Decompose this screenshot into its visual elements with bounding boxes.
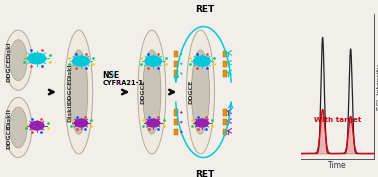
Bar	[223, 129, 226, 135]
Circle shape	[195, 119, 208, 127]
Ellipse shape	[9, 40, 27, 81]
Ellipse shape	[138, 30, 166, 154]
Text: DiskII: DiskII	[67, 102, 72, 121]
Text: CYFRA21-1: CYFRA21-1	[102, 80, 144, 86]
Text: DDGCE: DDGCE	[140, 80, 145, 104]
Bar	[174, 61, 178, 67]
Circle shape	[145, 56, 161, 66]
Polygon shape	[180, 130, 183, 133]
Text: DiskII: DiskII	[7, 108, 12, 128]
Circle shape	[74, 119, 88, 127]
Ellipse shape	[5, 97, 32, 158]
Bar	[174, 119, 178, 125]
Ellipse shape	[191, 50, 209, 134]
Polygon shape	[180, 111, 183, 114]
Circle shape	[28, 53, 46, 64]
Text: DDGCE: DDGCE	[67, 80, 72, 104]
Ellipse shape	[186, 30, 214, 154]
Circle shape	[73, 56, 89, 66]
Polygon shape	[112, 73, 115, 77]
Text: DDGCE: DDGCE	[189, 80, 194, 104]
Bar	[174, 51, 178, 57]
Bar	[223, 61, 226, 67]
Ellipse shape	[9, 107, 27, 148]
Ellipse shape	[143, 50, 161, 134]
Polygon shape	[180, 72, 183, 75]
Polygon shape	[180, 53, 183, 55]
Circle shape	[30, 121, 44, 130]
Polygon shape	[180, 62, 183, 65]
Circle shape	[194, 56, 210, 66]
Polygon shape	[116, 81, 119, 85]
Polygon shape	[180, 121, 183, 124]
Ellipse shape	[5, 30, 32, 90]
Text: DiskI: DiskI	[67, 64, 72, 81]
Text: With target: With target	[314, 117, 361, 122]
Text: NSE: NSE	[102, 71, 120, 80]
Text: DDGCE: DDGCE	[7, 58, 12, 82]
Bar	[223, 70, 226, 77]
Bar	[223, 109, 226, 116]
Text: DiskI: DiskI	[7, 42, 12, 59]
Text: DDGCE: DDGCE	[7, 125, 12, 149]
Bar	[174, 129, 178, 135]
Circle shape	[147, 119, 160, 127]
Bar	[223, 51, 226, 57]
Ellipse shape	[65, 30, 93, 154]
Bar	[223, 119, 226, 125]
Text: RET: RET	[195, 5, 215, 14]
Y-axis label: ECL Intensity: ECL Intensity	[377, 64, 378, 110]
Text: RET: RET	[195, 170, 215, 177]
Bar	[174, 109, 178, 116]
X-axis label: Time: Time	[328, 161, 347, 170]
Ellipse shape	[70, 50, 88, 134]
Bar	[174, 70, 178, 77]
